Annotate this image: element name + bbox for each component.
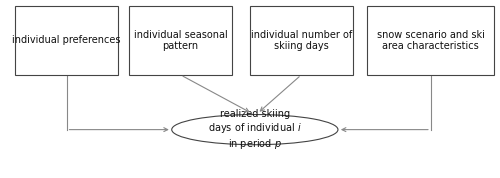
Ellipse shape — [172, 114, 338, 145]
Text: individual seasonal
pattern: individual seasonal pattern — [134, 30, 228, 51]
Text: realized skiing
days of individual $i$
in period $p$: realized skiing days of individual $i$ i… — [208, 109, 302, 151]
Bar — [129, 6, 232, 75]
Bar — [16, 6, 118, 75]
Bar — [250, 6, 352, 75]
Text: individual number of
skiing days: individual number of skiing days — [250, 30, 352, 51]
Text: individual preferences: individual preferences — [12, 35, 121, 45]
Bar — [368, 6, 494, 75]
Text: snow scenario and ski
area characteristics: snow scenario and ski area characteristi… — [377, 30, 485, 51]
